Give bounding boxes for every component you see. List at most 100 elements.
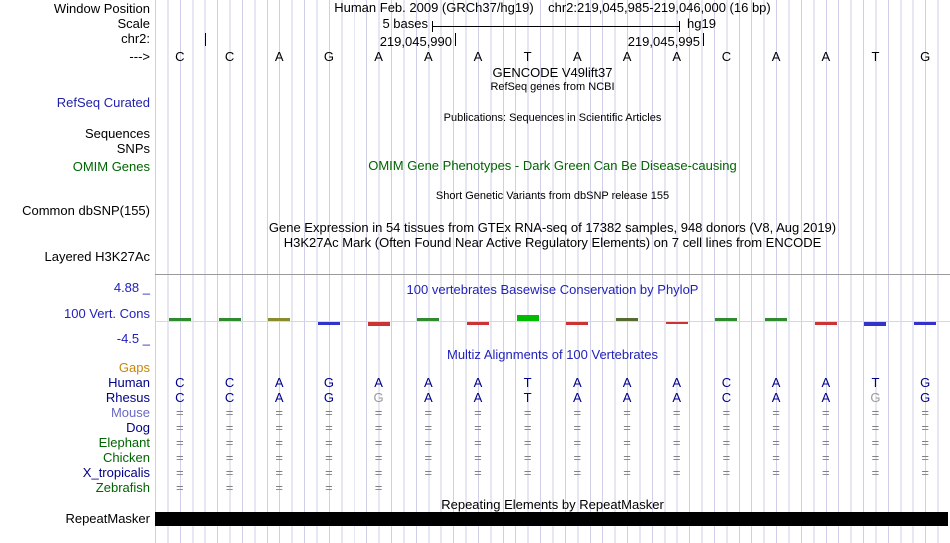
- alignment-cell-elephant-4: =: [325, 435, 333, 450]
- alignment-cell-chicken-9: =: [573, 450, 582, 465]
- conservation-mark-1: [168, 318, 191, 321]
- alignment-cell-human-15: T: [871, 375, 880, 390]
- track-label-direction-arrow: --->: [129, 49, 150, 64]
- track-label-sidebar: Window Position Scale chr2: ---> RefSeq Cura…: [0, 0, 152, 543]
- scale-ruler-line: [432, 26, 680, 27]
- alignment-cell-elephant-15: =: [871, 435, 880, 450]
- alignment-cell-mouse-10: =: [623, 405, 631, 420]
- alignment-cell-zebrafish-1: =: [176, 480, 184, 495]
- h3k27ac-description: H3K27Ac Mark (Often Found Near Active Re…: [283, 235, 822, 250]
- alignment-cell-dog-7: =: [474, 420, 482, 435]
- alignment-cell-rhesus-13: A: [771, 390, 781, 405]
- ruler-base-15: T: [871, 49, 880, 64]
- alignment-cell-chicken-11: =: [672, 450, 681, 465]
- ruler-base-1: C: [175, 49, 185, 64]
- alignment-cell-dog-4: =: [325, 420, 333, 435]
- alignment-cell-mouse-8: =: [523, 405, 532, 420]
- ruler-base-3: A: [274, 49, 284, 64]
- species-label-gaps: Gaps: [118, 360, 150, 375]
- track-label-vert-cons[interactable]: 100 Vert. Cons: [64, 306, 150, 321]
- ruler-base-4: G: [323, 49, 334, 64]
- coordinate-right: 219,045,995: [627, 34, 700, 49]
- alignment-cell-chicken-2: =: [225, 450, 234, 465]
- alignment-cell-mouse-4: =: [325, 405, 333, 420]
- alignment-cell-mouse-5: =: [374, 405, 383, 420]
- alignment-cell-elephant-16: =: [921, 435, 929, 450]
- alignment-cell-chicken-3: =: [275, 450, 284, 465]
- alignment-cell-zebrafish-4: =: [325, 480, 333, 495]
- alignment-cell-chicken-7: =: [474, 450, 482, 465]
- alignment-cell-rhesus-14: A: [821, 390, 831, 405]
- alignment-cell-elephant-7: =: [474, 435, 482, 450]
- alignment-cell-rhesus-15: G: [870, 390, 881, 405]
- alignment-cell-chicken-15: =: [871, 450, 880, 465]
- alignment-cell-zebrafish-2: =: [225, 480, 234, 495]
- conservation-mark-12: [715, 318, 738, 321]
- publications-description: Publications: Sequences in Scientific Ar…: [443, 112, 662, 124]
- ruler-base-10: A: [622, 49, 632, 64]
- track-label-layered-h3k27ac[interactable]: Layered H3K27Ac: [44, 249, 150, 264]
- alignment-cell-mouse-16: =: [921, 405, 929, 420]
- alignment-cell-human-7: A: [473, 375, 483, 390]
- alignment-cell-elephant-8: =: [523, 435, 532, 450]
- alignment-cell-x-tropicalis-2: =: [225, 465, 234, 480]
- conservation-mark-3: [268, 318, 291, 321]
- alignment-cell-chicken-4: =: [325, 450, 333, 465]
- alignment-cell-x-tropicalis-13: =: [772, 465, 780, 480]
- alignment-cell-elephant-11: =: [672, 435, 681, 450]
- species-label-rhesus: Rhesus: [105, 390, 150, 405]
- track-label-sequences[interactable]: Sequences: [84, 126, 150, 141]
- alignment-cell-chicken-14: =: [821, 450, 830, 465]
- alignment-cell-human-16: G: [920, 375, 931, 390]
- alignment-cell-rhesus-11: A: [672, 390, 682, 405]
- alignment-cell-human-14: A: [821, 375, 831, 390]
- alignment-cell-x-tropicalis-3: =: [275, 465, 284, 480]
- ruler-base-12: C: [721, 49, 732, 64]
- alignment-cell-mouse-12: =: [722, 405, 731, 420]
- species-label-mouse: Mouse: [110, 405, 150, 420]
- track-label-snps[interactable]: SNPs: [116, 141, 150, 156]
- species-label-human: Human: [108, 375, 150, 390]
- repeatmasker-track-bar[interactable]: [155, 512, 948, 526]
- alignment-cell-dog-10: =: [623, 420, 631, 435]
- scale-ruler-right-tick: [679, 21, 680, 32]
- track-separator-line: [155, 274, 950, 275]
- track-label-omim-genes[interactable]: OMIM Genes: [72, 159, 150, 174]
- alignment-cell-mouse-6: =: [424, 405, 433, 420]
- multiz-title: Multiz Alignments of 100 Vertebrates: [446, 347, 658, 362]
- alignment-cell-human-6: A: [423, 375, 433, 390]
- track-label-refseq-curated[interactable]: RefSeq Curated: [56, 95, 150, 110]
- repeatmasker-title: Repeating Elements by RepeatMasker: [441, 497, 664, 512]
- alignment-cell-elephant-9: =: [573, 435, 582, 450]
- track-label-common-dbsnp[interactable]: Common dbSNP(155): [22, 203, 150, 218]
- track-label-repeatmasker[interactable]: RepeatMasker: [65, 511, 150, 526]
- alignment-cell-elephant-3: =: [275, 435, 284, 450]
- ruler-base-16: G: [920, 49, 931, 64]
- alignment-cell-mouse-7: =: [474, 405, 482, 420]
- alignment-cell-elephant-10: =: [623, 435, 631, 450]
- alignment-cell-x-tropicalis-10: =: [623, 465, 631, 480]
- conservation-baseline: [155, 321, 950, 322]
- species-label-zebrafish: Zebrafish: [95, 480, 150, 495]
- alignment-cell-human-3: A: [274, 375, 284, 390]
- alignment-cell-human-12: C: [721, 375, 732, 390]
- ruler-tick-mid: [455, 33, 456, 46]
- gencode-title: GENCODE V49lift37: [492, 65, 613, 80]
- alignment-cell-x-tropicalis-4: =: [325, 465, 333, 480]
- alignment-cell-x-tropicalis-7: =: [474, 465, 482, 480]
- alignment-cell-human-2: C: [224, 375, 235, 390]
- gridlines: [155, 0, 950, 543]
- alignment-cell-elephant-14: =: [821, 435, 830, 450]
- alignment-cell-dog-2: =: [225, 420, 234, 435]
- alignment-cell-mouse-13: =: [772, 405, 780, 420]
- ruler-base-2: C: [224, 49, 235, 64]
- alignment-cell-x-tropicalis-11: =: [672, 465, 681, 480]
- gtex-description: Gene Expression in 54 tissues from GTEx …: [268, 220, 837, 235]
- alignment-cell-elephant-2: =: [225, 435, 234, 450]
- alignment-cell-dog-11: =: [672, 420, 681, 435]
- alignment-cell-dog-6: =: [424, 420, 433, 435]
- alignment-cell-dog-12: =: [722, 420, 731, 435]
- ruler-base-7: A: [473, 49, 483, 64]
- alignment-cell-mouse-1: =: [176, 405, 184, 420]
